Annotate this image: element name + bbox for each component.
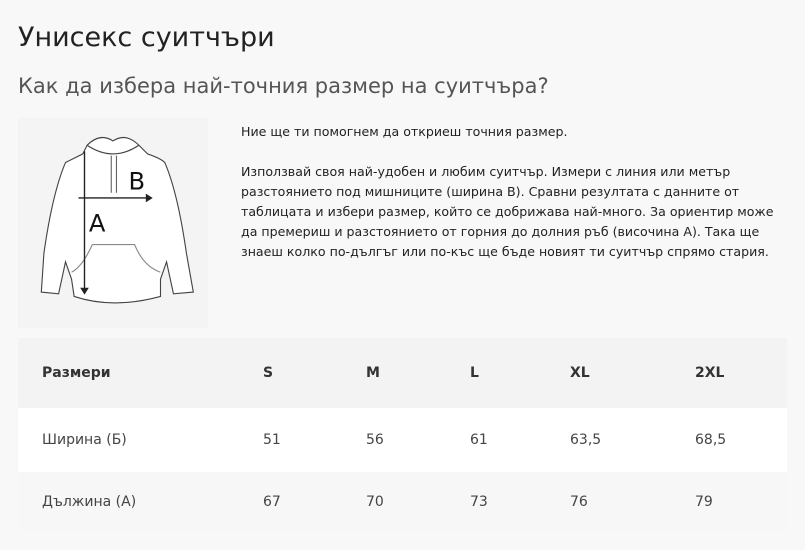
header-cell: M: [366, 365, 380, 381]
label-a: A: [89, 210, 106, 238]
description-text: Използвай своя най-удобен и любим суитчъ…: [241, 164, 774, 259]
table-cell: 63,5: [570, 432, 602, 448]
page-title: Унисекс суитчъри: [18, 22, 275, 53]
label-b: B: [129, 167, 146, 195]
table-cell: 67: [263, 494, 281, 510]
table-cell: 51: [263, 432, 281, 448]
size-table: Размери S M L XL 2XL Ширина (Б) 51 56 61…: [18, 338, 787, 532]
table-row: Ширина (Б) 51 56 61 63,5 68,5: [18, 408, 787, 472]
row-label: Дължина (А): [42, 494, 137, 510]
header-cell: 2XL: [695, 365, 725, 381]
row-label: Ширина (Б): [42, 432, 127, 448]
table-cell: 68,5: [695, 432, 727, 448]
table-header-row: Размери S M L XL 2XL: [18, 338, 787, 408]
header-cell: S: [263, 365, 274, 381]
header-cell: L: [470, 365, 479, 381]
table-row: Дължина (А) 67 70 73 76 79: [18, 472, 787, 532]
table-cell: 76: [570, 494, 588, 510]
hoodie-diagram: B A: [18, 118, 208, 328]
table-cell: 79: [695, 494, 713, 510]
table-cell: 56: [366, 432, 384, 448]
header-cell: Размери: [42, 365, 111, 381]
table-cell: 61: [470, 432, 488, 448]
page-subtitle: Как да избера най-точния размер на суитч…: [18, 74, 549, 98]
table-cell: 70: [366, 494, 384, 510]
description-block: Ние ще ти помогнем да откриеш точния раз…: [241, 122, 781, 282]
table-cell: 73: [470, 494, 488, 510]
header-cell: XL: [570, 365, 590, 381]
intro-text: Ние ще ти помогнем да откриеш точния раз…: [241, 124, 568, 139]
